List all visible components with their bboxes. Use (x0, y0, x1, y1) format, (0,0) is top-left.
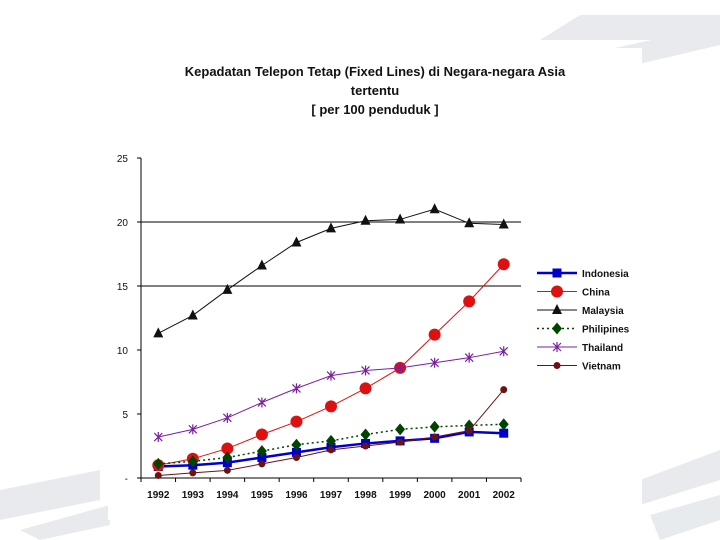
point-china-1995 (255, 428, 268, 441)
point-malaysia-1995 (256, 259, 267, 270)
point-thailand-1996 (292, 383, 301, 394)
point-malaysia-2002 (498, 218, 509, 229)
point-vietnam-1996 (292, 454, 300, 462)
series-line-thailand (158, 350, 504, 438)
point-thailand-2001 (464, 352, 474, 363)
point-malaysia-1992 (153, 327, 164, 338)
point-vietnam-1997 (327, 446, 335, 454)
x-tick-label-1995: 1995 (251, 490, 274, 501)
x-tick-label-1992: 1992 (147, 490, 170, 501)
point-china-2000 (428, 328, 441, 341)
series-line-philipines (158, 423, 504, 465)
legend-label-vietnam: Vietnam (582, 362, 621, 373)
point-philipines-1992 (153, 457, 164, 470)
legend-marker-vietnam (553, 362, 561, 369)
point-malaysia-1997 (326, 222, 336, 233)
point-vietnam-1998 (362, 442, 370, 450)
chart-title: Kepadatan Telepon Tetap (Fixed Lines) di… (108, 62, 642, 119)
point-thailand-1997 (326, 370, 336, 381)
point-vietnam-2001 (465, 427, 473, 435)
x-tick-label-2001: 2001 (458, 490, 481, 501)
point-vietnam-1995 (258, 460, 266, 468)
x-tick-label-2000: 2000 (424, 490, 447, 501)
point-thailand-1994 (222, 412, 232, 423)
point-china-1996 (290, 415, 303, 428)
point-malaysia-2000 (429, 203, 440, 214)
point-china-1997 (325, 400, 337, 413)
point-china-2001 (463, 295, 476, 308)
legend-label-thailand: Thailand (582, 343, 623, 354)
point-malaysia-1993 (187, 309, 198, 320)
chart-title-line-2: tertentu (350, 83, 400, 98)
x-tick-label-1997: 1997 (320, 490, 343, 501)
point-vietnam-1993 (189, 469, 197, 477)
y-tick-label-5: 5 (122, 410, 128, 421)
x-tick-label-2002: 2002 (493, 490, 516, 501)
point-philipines-2002 (498, 418, 509, 431)
point-indonesia-1996 (291, 447, 301, 457)
point-thailand-1999 (395, 362, 405, 373)
point-indonesia-1995 (257, 453, 267, 463)
point-philipines-1997 (326, 434, 336, 447)
x-tick-label-1993: 1993 (182, 490, 205, 501)
point-thailand-1998 (361, 365, 370, 376)
point-malaysia-1999 (395, 213, 406, 224)
point-thailand-1993 (188, 424, 198, 435)
point-philipines-1999 (395, 423, 406, 436)
point-vietnam-1992 (154, 471, 162, 479)
y-tick-label-15: 15 (117, 282, 129, 293)
x-tick-label-1998: 1998 (354, 490, 377, 501)
y-tick-label-25: 25 (117, 154, 129, 165)
point-malaysia-1994 (222, 283, 233, 294)
legend-marker-malaysia (552, 304, 562, 314)
y-tick-label-0: - (125, 474, 128, 485)
point-china-2002 (497, 258, 510, 271)
x-tick-label-1996: 1996 (285, 490, 308, 501)
legend-label-indonesia: Indonesia (582, 269, 629, 280)
chart-title-line-1: Kepadatan Telepon Tetap (Fixed Lines) di… (184, 64, 566, 79)
point-philipines-1998 (360, 428, 371, 441)
point-vietnam-2000 (431, 433, 439, 441)
point-malaysia-1996 (291, 236, 302, 247)
point-indonesia-2002 (499, 428, 509, 438)
point-philipines-1995 (256, 445, 267, 458)
point-philipines-1994 (222, 451, 233, 464)
legend-marker-china (551, 285, 563, 298)
point-china-1998 (359, 382, 372, 395)
legend-marker-thailand (552, 342, 562, 352)
point-thailand-2000 (430, 357, 440, 368)
chart-title-line-3: [ per 100 penduduk ] (311, 102, 439, 117)
point-thailand-1995 (257, 397, 267, 408)
point-thailand-2002 (499, 346, 509, 357)
legend-label-philipines: Philipines (582, 325, 630, 336)
point-vietnam-2002 (500, 386, 508, 394)
point-malaysia-1998 (360, 214, 371, 225)
legend-label-malaysia: Malaysia (582, 306, 624, 317)
legend-label-china: China (582, 288, 610, 299)
point-vietnam-1999 (396, 438, 404, 446)
point-thailand-1992 (153, 432, 163, 443)
point-philipines-2000 (429, 420, 440, 433)
chart-panel (108, 48, 642, 520)
x-tick-label-1999: 1999 (389, 490, 412, 501)
point-philipines-1993 (187, 455, 198, 468)
y-tick-label-20: 20 (117, 218, 129, 229)
point-philipines-1996 (291, 438, 302, 451)
legend-marker-indonesia (552, 268, 562, 278)
point-china-1994 (221, 442, 234, 455)
legend-marker-philipines (552, 322, 562, 335)
y-tick-label-10: 10 (117, 346, 129, 357)
point-malaysia-2001 (464, 217, 475, 228)
point-vietnam-1994 (223, 466, 231, 474)
x-tick-label-1994: 1994 (216, 490, 239, 501)
